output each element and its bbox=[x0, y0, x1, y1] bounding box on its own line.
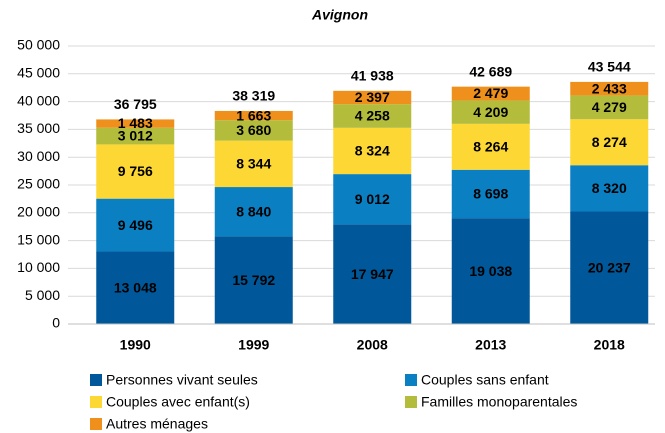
data-label: 1 663 bbox=[236, 107, 271, 123]
chart-title: Avignon bbox=[311, 7, 368, 23]
y-tick-label: 45 000 bbox=[17, 65, 60, 81]
legend-label: Personnes vivant seules bbox=[106, 372, 258, 388]
y-tick-label: 50 000 bbox=[17, 37, 60, 53]
x-tick-label: 1990 bbox=[120, 337, 151, 353]
data-label: 9 756 bbox=[118, 163, 153, 179]
y-tick-label: 5 000 bbox=[25, 287, 60, 303]
data-label: 20 237 bbox=[588, 259, 631, 275]
data-label: 4 258 bbox=[355, 108, 390, 124]
bar-segment bbox=[451, 218, 530, 324]
total-label: 43 544 bbox=[588, 59, 631, 75]
data-label: 8 324 bbox=[355, 143, 390, 159]
bar-segment bbox=[570, 165, 649, 212]
data-label: 4 209 bbox=[473, 104, 508, 120]
x-tick-label: 1999 bbox=[238, 337, 269, 353]
y-tick-label: 35 000 bbox=[17, 120, 60, 136]
bar-segment bbox=[214, 236, 293, 324]
bar-segment bbox=[333, 104, 412, 128]
bar-segment bbox=[451, 169, 530, 219]
bar-segment bbox=[333, 90, 412, 105]
data-label: 17 947 bbox=[351, 266, 394, 282]
legend-swatch bbox=[405, 396, 417, 408]
x-tick-label: 2008 bbox=[357, 337, 388, 353]
y-tick-label: 20 000 bbox=[17, 204, 60, 220]
data-label: 8 698 bbox=[473, 186, 508, 202]
legend-swatch bbox=[90, 396, 102, 408]
bar-segment bbox=[570, 81, 649, 96]
data-label: 2 397 bbox=[355, 89, 390, 105]
data-label: 8 274 bbox=[592, 134, 627, 150]
data-label: 9 012 bbox=[355, 191, 390, 207]
bar-segment bbox=[96, 198, 175, 252]
x-tick-label: 2013 bbox=[475, 337, 506, 353]
total-label: 38 319 bbox=[232, 88, 275, 104]
y-tick-label: 0 bbox=[52, 315, 60, 331]
data-label: 8 264 bbox=[473, 139, 508, 155]
data-label: 19 038 bbox=[469, 263, 512, 279]
y-tick-label: 30 000 bbox=[17, 148, 60, 164]
data-label: 3 680 bbox=[236, 122, 271, 138]
total-label: 36 795 bbox=[114, 96, 157, 112]
bar-segment bbox=[214, 187, 293, 237]
y-tick-label: 40 000 bbox=[17, 92, 60, 108]
legend-swatch bbox=[405, 374, 417, 386]
bar-segment bbox=[333, 224, 412, 324]
data-label: 8 344 bbox=[236, 156, 271, 172]
legend-label: Autres ménages bbox=[106, 416, 208, 432]
data-label: 2 433 bbox=[592, 80, 627, 96]
legend-label: Familles monoparentales bbox=[421, 394, 577, 410]
data-label: 3 012 bbox=[118, 128, 153, 144]
data-label: 4 279 bbox=[592, 99, 627, 115]
data-label: 15 792 bbox=[232, 272, 275, 288]
bar-segment bbox=[96, 144, 175, 199]
total-label: 41 938 bbox=[351, 68, 394, 84]
bar-segment bbox=[214, 140, 293, 188]
data-label: 9 496 bbox=[118, 217, 153, 233]
y-tick-label: 25 000 bbox=[17, 176, 60, 192]
legend-label: Couples sans enfant bbox=[421, 372, 549, 388]
bar-segment bbox=[451, 86, 530, 101]
data-label: 2 479 bbox=[473, 85, 508, 101]
data-label: 8 320 bbox=[592, 180, 627, 196]
bar-segment bbox=[570, 119, 649, 166]
bar-segment bbox=[451, 123, 530, 170]
bar-segment bbox=[96, 119, 175, 128]
bar-segment bbox=[451, 100, 530, 124]
y-tick-label: 10 000 bbox=[17, 259, 60, 275]
legend-swatch bbox=[90, 374, 102, 386]
data-label: 8 840 bbox=[236, 203, 271, 219]
bar-segment bbox=[570, 95, 649, 120]
bar-segment bbox=[333, 174, 412, 225]
y-tick-label: 15 000 bbox=[17, 231, 60, 247]
bar-segment bbox=[214, 110, 293, 121]
bar-segment bbox=[214, 120, 293, 141]
data-label: 13 048 bbox=[114, 279, 157, 295]
legend-label: Couples avec enfant(s) bbox=[106, 394, 250, 410]
x-tick-label: 2018 bbox=[594, 337, 625, 353]
bar-segment bbox=[96, 251, 175, 324]
bar-segment bbox=[333, 127, 412, 175]
bar-segment bbox=[570, 211, 649, 324]
bar-segment bbox=[96, 127, 175, 145]
legend-swatch bbox=[90, 418, 102, 430]
data-label: 1 483 bbox=[118, 115, 153, 131]
total-label: 42 689 bbox=[469, 63, 512, 79]
